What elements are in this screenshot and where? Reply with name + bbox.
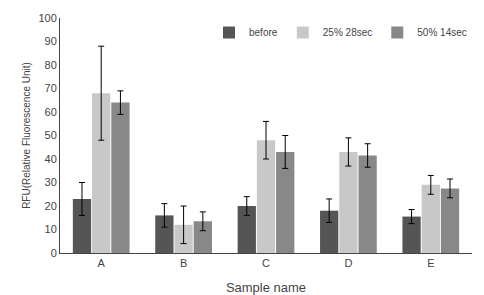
- svg-text:E: E: [427, 257, 434, 269]
- svg-text:C: C: [262, 257, 270, 269]
- svg-text:D: D: [344, 257, 352, 269]
- svg-text:40: 40: [45, 153, 57, 165]
- svg-text:25% 28sec: 25% 28sec: [323, 27, 372, 38]
- svg-text:RFU(Relative Fluorescence Unit: RFU(Relative Fluorescence Unit): [21, 62, 32, 209]
- svg-text:B: B: [180, 257, 187, 269]
- svg-text:100: 100: [38, 12, 56, 24]
- svg-text:Sample name: Sample name: [226, 280, 306, 295]
- svg-text:A: A: [98, 257, 106, 269]
- svg-text:50% 14sec: 50% 14sec: [417, 27, 466, 38]
- svg-text:0: 0: [51, 247, 57, 259]
- svg-text:80: 80: [45, 59, 57, 71]
- svg-text:70: 70: [45, 82, 57, 94]
- svg-text:before: before: [249, 27, 278, 38]
- svg-text:10: 10: [45, 223, 57, 235]
- svg-text:20: 20: [45, 200, 57, 212]
- svg-text:90: 90: [45, 35, 57, 47]
- svg-text:30: 30: [45, 176, 57, 188]
- svg-text:60: 60: [45, 106, 57, 118]
- svg-text:50: 50: [45, 129, 57, 141]
